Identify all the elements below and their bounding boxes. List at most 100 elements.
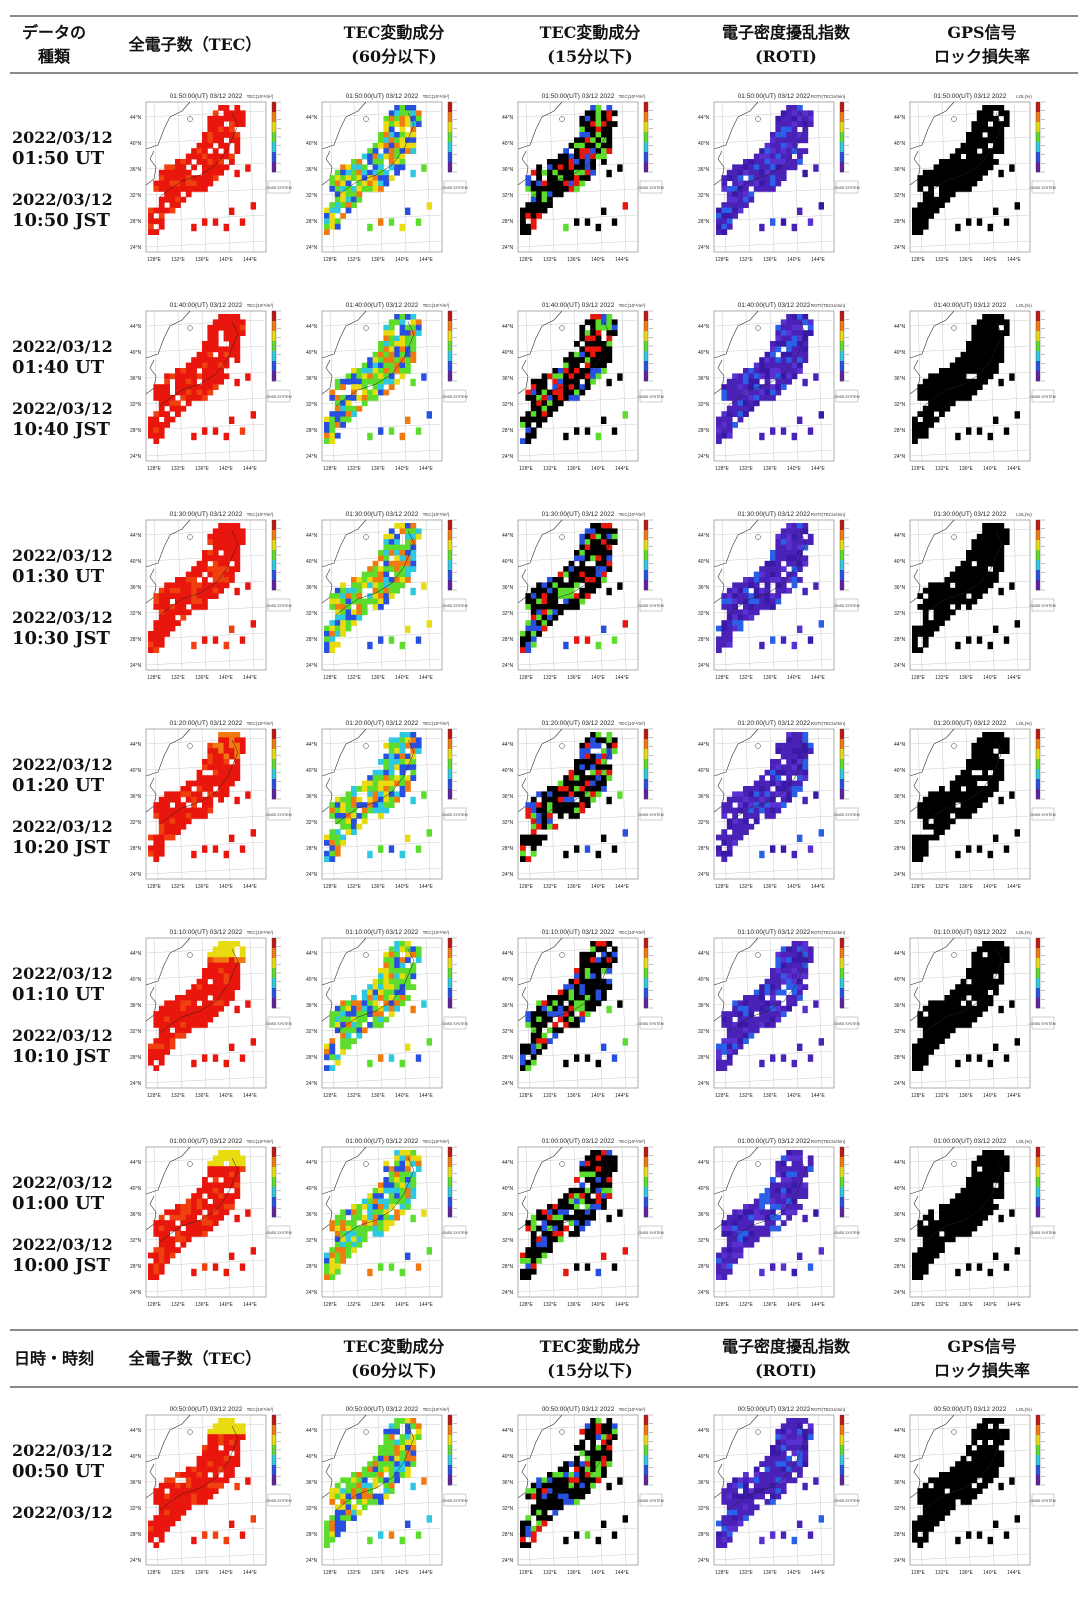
lat-label: 24°N	[698, 245, 710, 251]
lat-label: 24°N	[698, 872, 710, 878]
lat-label: 32°N	[698, 820, 710, 826]
lat-label: 28°N	[130, 1055, 142, 1061]
lon-label: 140°E	[983, 1093, 997, 1099]
gnss-logo: GNSS SYSTEM	[834, 808, 859, 820]
lat-label: 40°N	[502, 559, 514, 565]
gnss-logo: GNSS SYSTEM	[834, 181, 859, 193]
lon-label: 140°E	[983, 675, 997, 681]
lat-label: 40°N	[698, 559, 710, 565]
lon-label: 144°E	[243, 1302, 257, 1308]
lon-label: 144°E	[615, 1570, 629, 1576]
lon-label: 140°E	[395, 1570, 409, 1576]
lon-label: 144°E	[419, 1093, 433, 1099]
lat-label: 40°N	[894, 350, 906, 356]
lat-label: 40°N	[130, 768, 142, 774]
lat-label: 36°N	[894, 1480, 906, 1486]
lat-label: 32°N	[130, 611, 142, 617]
lat-label: 28°N	[306, 1055, 318, 1061]
lat-label: 36°N	[698, 1480, 710, 1486]
lon-label: 136°E	[195, 884, 209, 890]
svg-text:GNSS SYSTEM: GNSS SYSTEM	[638, 186, 663, 190]
header-text: (15分以下)	[547, 1359, 632, 1383]
header-col0: データの種類	[10, 17, 98, 73]
lat-label: 24°N	[130, 1081, 142, 1087]
lon-label: 140°E	[219, 466, 233, 472]
lat-label: 32°N	[306, 1238, 318, 1244]
lon-label: 140°E	[591, 884, 605, 890]
svg-text:GNSS SYSTEM: GNSS SYSTEM	[266, 604, 291, 608]
lon-label: 132°E	[543, 1093, 557, 1099]
lon-label: 140°E	[787, 466, 801, 472]
lon-label: 144°E	[615, 675, 629, 681]
lat-label: 44°N	[130, 324, 142, 330]
lon-label: 132°E	[935, 884, 949, 890]
jst-date: 2022/03/12	[12, 816, 122, 837]
lat-label: 24°N	[130, 872, 142, 878]
svg-text:GNSS SYSTEM: GNSS SYSTEM	[834, 186, 859, 190]
lat-label: 32°N	[894, 1506, 906, 1512]
map-title: 01:20:00(UT) 03/12 2022	[170, 720, 243, 727]
lat-label: 40°N	[894, 559, 906, 565]
lat-label: 24°N	[894, 663, 906, 669]
lat-label: 32°N	[698, 1029, 710, 1035]
colorbar-unit: ROTI(TECU/min)	[811, 721, 846, 726]
gnss-logo: GNSS SYSTEM	[834, 1494, 859, 1506]
lat-label: 24°N	[130, 245, 142, 251]
svg-text:GNSS SYSTEM: GNSS SYSTEM	[266, 813, 291, 817]
map-title: 01:40:00(UT) 03/12 2022	[170, 302, 243, 309]
lon-label: 140°E	[395, 257, 409, 263]
lat-label: 44°N	[306, 1160, 318, 1166]
header-text: ロック損失率	[934, 45, 1030, 69]
lat-label: 32°N	[502, 402, 514, 408]
lon-label: 132°E	[347, 1302, 361, 1308]
lon-label: 136°E	[195, 466, 209, 472]
table-header-2: 日時・時刻全電子数（TEC）TEC変動成分(60分以下)TEC変動成分(15分以…	[0, 1331, 1080, 1387]
lon-label: 128°E	[323, 1570, 337, 1576]
lat-label: 24°N	[306, 872, 318, 878]
lon-label: 128°E	[147, 1570, 161, 1576]
lat-label: 36°N	[698, 1212, 710, 1218]
header-col4: 電子密度擾乱指数(ROTI)	[688, 1331, 884, 1387]
lat-label: 40°N	[130, 559, 142, 565]
lon-label: 128°E	[911, 1093, 925, 1099]
lon-label: 132°E	[171, 257, 185, 263]
svg-text:GNSS SYSTEM: GNSS SYSTEM	[442, 395, 467, 399]
lat-label: 36°N	[306, 1003, 318, 1009]
lon-label: 132°E	[543, 675, 557, 681]
lat-label: 36°N	[894, 794, 906, 800]
map-title: 01:40:00(UT) 03/12 2022	[542, 302, 615, 309]
lat-label: 24°N	[698, 663, 710, 669]
lat-label: 40°N	[306, 350, 318, 356]
lat-label: 28°N	[698, 1532, 710, 1538]
gnss-logo: GNSS SYSTEM	[442, 1226, 467, 1238]
lat-label: 28°N	[894, 637, 906, 643]
lon-label: 136°E	[567, 675, 581, 681]
map-title: 00:50:00(UT) 03/12 2022	[934, 1406, 1007, 1413]
jst-time: 10:40 JST	[12, 419, 122, 440]
svg-text:GNSS SYSTEM: GNSS SYSTEM	[1030, 395, 1055, 399]
lat-label: 28°N	[698, 1264, 710, 1270]
map-title: 01:50:00(UT) 03/12 2022	[738, 93, 811, 100]
lon-label: 136°E	[567, 884, 581, 890]
lon-label: 128°E	[519, 1570, 533, 1576]
ut-date: 2022/03/12	[12, 336, 122, 357]
colorbar-unit: ROTI(TECU/min)	[811, 512, 846, 517]
colorbar-unit: LOL(%)	[1016, 721, 1032, 726]
lat-label: 24°N	[502, 1290, 514, 1296]
lon-label: 140°E	[983, 884, 997, 890]
lat-label: 40°N	[130, 1454, 142, 1460]
lon-label: 128°E	[519, 257, 533, 263]
gnss-logo: GNSS SYSTEM	[1030, 1494, 1055, 1506]
svg-text:GNSS SYSTEM: GNSS SYSTEM	[442, 813, 467, 817]
lat-label: 44°N	[894, 1160, 906, 1166]
lon-label: 144°E	[419, 884, 433, 890]
